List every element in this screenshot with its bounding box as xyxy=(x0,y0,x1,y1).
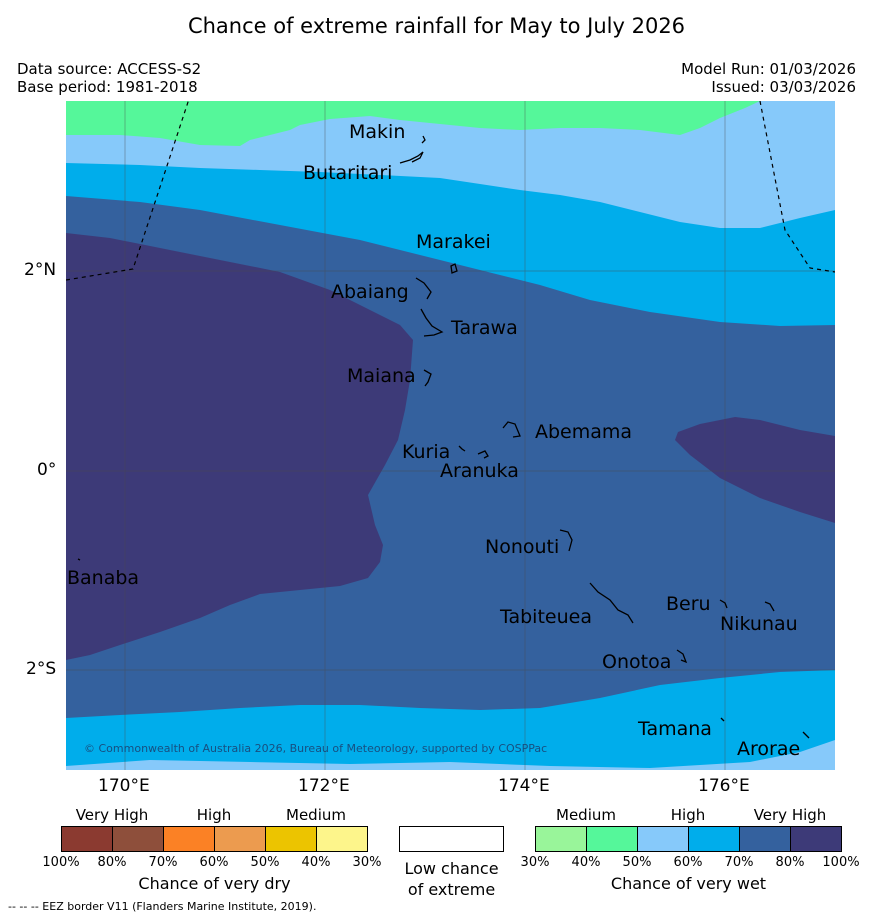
island-nonouti xyxy=(559,529,573,552)
legend-wet-caption: Chance of very wet xyxy=(610,874,767,893)
legend-wet-tick-1: 40% xyxy=(571,855,601,870)
legend-wet-tick-6: 100% xyxy=(822,855,860,870)
legend-dry-tick-5: 40% xyxy=(301,855,331,870)
label-makin: Makin xyxy=(349,121,406,143)
legend-dry-swatch-4 xyxy=(265,826,317,852)
legend-wet-tick-5: 80% xyxy=(775,855,805,870)
graticule xyxy=(66,101,835,770)
legend-dry-swatch-1 xyxy=(112,826,164,852)
island-nikunau xyxy=(764,601,775,612)
legend-dry-medium: Medium xyxy=(286,806,346,824)
eez-footnote: -- -- -- EEZ border V11 (Flanders Marine… xyxy=(8,900,317,913)
legend-dry-tick-2: 70% xyxy=(148,855,178,870)
legend-dry-tick-4: 50% xyxy=(250,855,280,870)
band-50-60-south xyxy=(66,740,835,770)
label-maiana: Maiana xyxy=(347,365,416,387)
label-banaba: Banaba xyxy=(67,567,140,589)
legend-dry-high: High xyxy=(196,806,232,824)
legend-neutral-swatch xyxy=(399,826,504,852)
legend-wet-high: High xyxy=(670,806,706,824)
island-kuria xyxy=(458,445,466,452)
lon-label-172e: 172°E xyxy=(298,776,350,796)
label-nikunau: Nikunau xyxy=(720,613,798,635)
lat-label-0: 0° xyxy=(37,460,57,480)
legend-wet-tick-2: 50% xyxy=(622,855,652,870)
lat-label-2s: 2°S xyxy=(26,659,57,679)
map-title: Chance of extreme rainfall for May to Ju… xyxy=(187,14,686,38)
legend-wet-swatch-3 xyxy=(688,826,740,852)
legend-dry-very-high: Very High xyxy=(75,806,149,824)
band-80-100-west xyxy=(66,233,413,660)
label-tamana: Tamana xyxy=(638,718,712,740)
label-aranuka: Aranuka xyxy=(440,460,519,482)
island-tabiteuea xyxy=(589,582,634,624)
islands xyxy=(77,135,810,739)
issued-date: Issued: 03/03/2026 xyxy=(711,78,856,96)
band-40-50-north xyxy=(66,101,760,146)
label-tarawa: Tarawa xyxy=(451,317,518,339)
legend-neutral-caption-line1: Low chance xyxy=(404,859,499,878)
copyright-notice: © Commonwealth of Australia 2026, Bureau… xyxy=(84,742,548,755)
base-period: Base period: 1981-2018 xyxy=(17,78,198,96)
label-beru: Beru xyxy=(666,593,711,615)
legend-dry-tick-0: 100% xyxy=(42,855,80,870)
island-banaba xyxy=(77,558,81,561)
lat-label-2n: 2°N xyxy=(24,260,57,280)
band-80-100-east xyxy=(675,417,835,523)
legend-wet-swatch-2 xyxy=(637,826,689,852)
label-kuria: Kuria xyxy=(402,441,451,463)
island-tarawa xyxy=(420,308,444,337)
legend-dry-tick-6: 30% xyxy=(352,855,382,870)
lon-label-176e: 176°E xyxy=(698,776,750,796)
island-aranuka xyxy=(477,450,489,459)
legend-wet-swatch-1 xyxy=(586,826,638,852)
label-abemama: Abemama xyxy=(535,421,633,443)
label-arorae: Arorae xyxy=(737,738,801,760)
legend-wet-tick-0: 30% xyxy=(520,855,550,870)
island-beru xyxy=(719,599,728,609)
label-abaiang: Abaiang xyxy=(331,281,409,303)
legend-dry-swatch-0 xyxy=(61,826,113,852)
band-60-70-south xyxy=(66,670,835,770)
legend-wet-very-high: Very High xyxy=(753,806,827,824)
label-onotoa: Onotoa xyxy=(602,651,672,673)
legend-dry-tick-3: 60% xyxy=(199,855,229,870)
label-nonouti: Nonouti xyxy=(485,536,560,558)
legend-wet-medium: Medium xyxy=(556,806,616,824)
island-arorae xyxy=(802,731,810,739)
lon-label-174e: 174°E xyxy=(498,776,550,796)
island-makin xyxy=(421,135,426,144)
legend-neutral-caption: Low chance of extreme xyxy=(399,858,504,900)
legend-wet-tick-4: 70% xyxy=(724,855,754,870)
legend-dry-caption: Chance of very dry xyxy=(138,874,291,893)
data-source: Data source: ACCESS-S2 xyxy=(17,60,202,78)
island-maiana xyxy=(423,369,432,387)
label-butaritari: Butaritari xyxy=(303,162,393,184)
model-run: Model Run: 01/03/2026 xyxy=(681,60,856,78)
legend-dry-swatch-3 xyxy=(214,826,266,852)
label-marakei: Marakei xyxy=(416,231,491,253)
legend-wet-swatch-4 xyxy=(739,826,791,852)
legend-wet-swatch-0 xyxy=(535,826,587,852)
lon-label-170e: 170°E xyxy=(98,776,150,796)
eez-border xyxy=(66,101,835,281)
island-abaiang xyxy=(415,277,432,300)
legend-dry-tick-1: 80% xyxy=(97,855,127,870)
data-source-info: Data source: ACCESS-S2 Base period: 1981… xyxy=(17,60,201,96)
legend-dry-swatch-5 xyxy=(316,826,368,852)
legend-wet-tick-3: 60% xyxy=(673,855,703,870)
island-abemama xyxy=(502,421,521,438)
legend-dry-swatch-2 xyxy=(163,826,215,852)
island-onotoa xyxy=(676,649,688,664)
label-tabiteuea: Tabiteuea xyxy=(500,606,592,628)
island-marakei xyxy=(450,263,458,274)
model-run-info: Model Run: 01/03/2026 Issued: 03/03/2026 xyxy=(681,60,856,96)
island-tamana xyxy=(720,717,725,722)
legend-neutral-caption-line2: of extreme xyxy=(407,880,496,899)
legend-wet-swatch-5 xyxy=(790,826,842,852)
island-butaritari xyxy=(399,151,424,164)
